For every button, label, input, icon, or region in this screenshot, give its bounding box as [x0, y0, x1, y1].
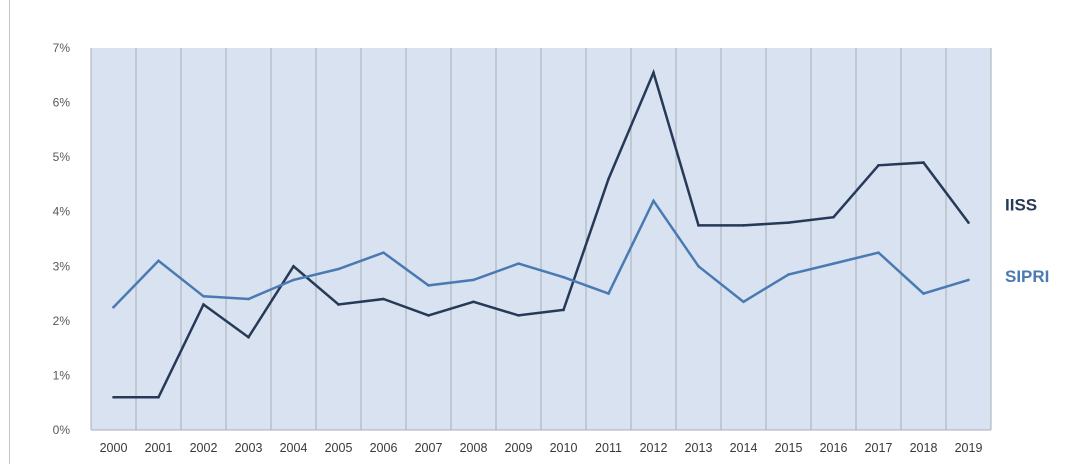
x-tick-label: 2018 [910, 441, 938, 455]
data-point-iiss [832, 215, 835, 219]
y-tick-label: 6% [53, 96, 71, 110]
data-point-iiss [697, 224, 700, 227]
series-lines [112, 68, 970, 399]
x-tick-label: 2008 [460, 441, 488, 455]
data-point-iiss [202, 303, 205, 306]
data-point-iiss [922, 161, 925, 164]
x-tick-label: 2014 [730, 441, 758, 455]
x-tick-label: 2004 [280, 441, 308, 455]
data-point-sipri [742, 300, 745, 304]
series-labels: IISS SIPRI [1005, 196, 1049, 286]
data-point-iiss [967, 221, 970, 224]
y-tick-label: 5% [53, 150, 71, 164]
x-tick-label: 2003 [235, 441, 263, 455]
data-point-iiss [877, 164, 880, 167]
y-tick-label: 2% [53, 314, 71, 328]
x-tick-label: 2016 [820, 441, 848, 455]
x-axis-ticks: 2000 2001 2002 2003 2004 2005 2006 2007 2008 2009… [100, 441, 983, 455]
gridlines [90, 48, 992, 431]
data-point-iiss [472, 300, 475, 304]
x-tick-label: 2007 [415, 441, 443, 455]
data-point-sipri [652, 199, 655, 203]
x-tick-label: 2017 [865, 441, 893, 455]
data-point-sipri [157, 259, 160, 263]
data-point-iiss [652, 71, 655, 74]
data-point-sipri [202, 295, 205, 298]
data-point-sipri [562, 275, 565, 279]
series-line-iiss [113, 68, 970, 399]
y-tick-label: 4% [53, 205, 71, 219]
y-tick-label: 3% [53, 259, 71, 273]
x-tick-label: 2002 [190, 441, 218, 455]
data-point-sipri [382, 251, 385, 254]
data-point-iiss [517, 314, 520, 317]
data-point-sipri [922, 292, 925, 295]
data-point-iiss [607, 177, 610, 181]
data-point-sipri [112, 305, 115, 309]
data-point-iiss [427, 314, 430, 317]
data-point-sipri [697, 264, 700, 268]
data-point-iiss [562, 308, 565, 312]
data-point-iiss [787, 221, 790, 224]
data-point-sipri [787, 273, 790, 276]
x-tick-label: 2010 [550, 441, 578, 455]
x-tick-label: 2005 [325, 441, 353, 455]
y-axis-ticks: 0% 1% 2% 3% 4% 5% 6% 7% [53, 41, 71, 437]
data-point-iiss [112, 395, 115, 399]
x-tick-label: 2011 [595, 441, 622, 455]
series-label-iiss: IISS [1005, 196, 1037, 215]
data-point-sipri [472, 278, 475, 282]
data-point-sipri [517, 262, 520, 265]
data-point-iiss [247, 335, 250, 339]
series-line-sipri [112, 198, 969, 309]
data-point-sipri [337, 267, 340, 271]
data-point-iiss [157, 395, 160, 399]
data-point-sipri [292, 278, 295, 282]
x-tick-label: 2013 [685, 441, 713, 455]
data-point-sipri [967, 278, 970, 282]
data-point-sipri [877, 251, 880, 254]
y-tick-label: 0% [53, 423, 71, 437]
data-point-iiss [742, 224, 745, 227]
data-point-sipri [427, 284, 430, 287]
x-tick-label: 2015 [775, 441, 803, 455]
data-point-sipri [247, 297, 250, 301]
data-point-iiss [337, 303, 340, 306]
data-point-sipri [832, 262, 835, 265]
data-point-sipri [607, 292, 610, 295]
x-tick-label: 2012 [640, 441, 668, 455]
data-point-iiss [292, 264, 295, 268]
x-tick-label: 2000 [100, 441, 128, 455]
x-tick-label: 2001 [145, 441, 173, 455]
series-label-sipri: SIPRI [1005, 267, 1049, 286]
x-tick-label: 2006 [370, 441, 398, 455]
x-tick-label: 2009 [505, 441, 533, 455]
left-divider [9, 0, 10, 464]
y-tick-label: 1% [53, 368, 71, 382]
y-tick-label: 7% [53, 41, 71, 55]
x-tick-label: 2019 [955, 441, 983, 455]
data-point-iiss [382, 297, 385, 301]
